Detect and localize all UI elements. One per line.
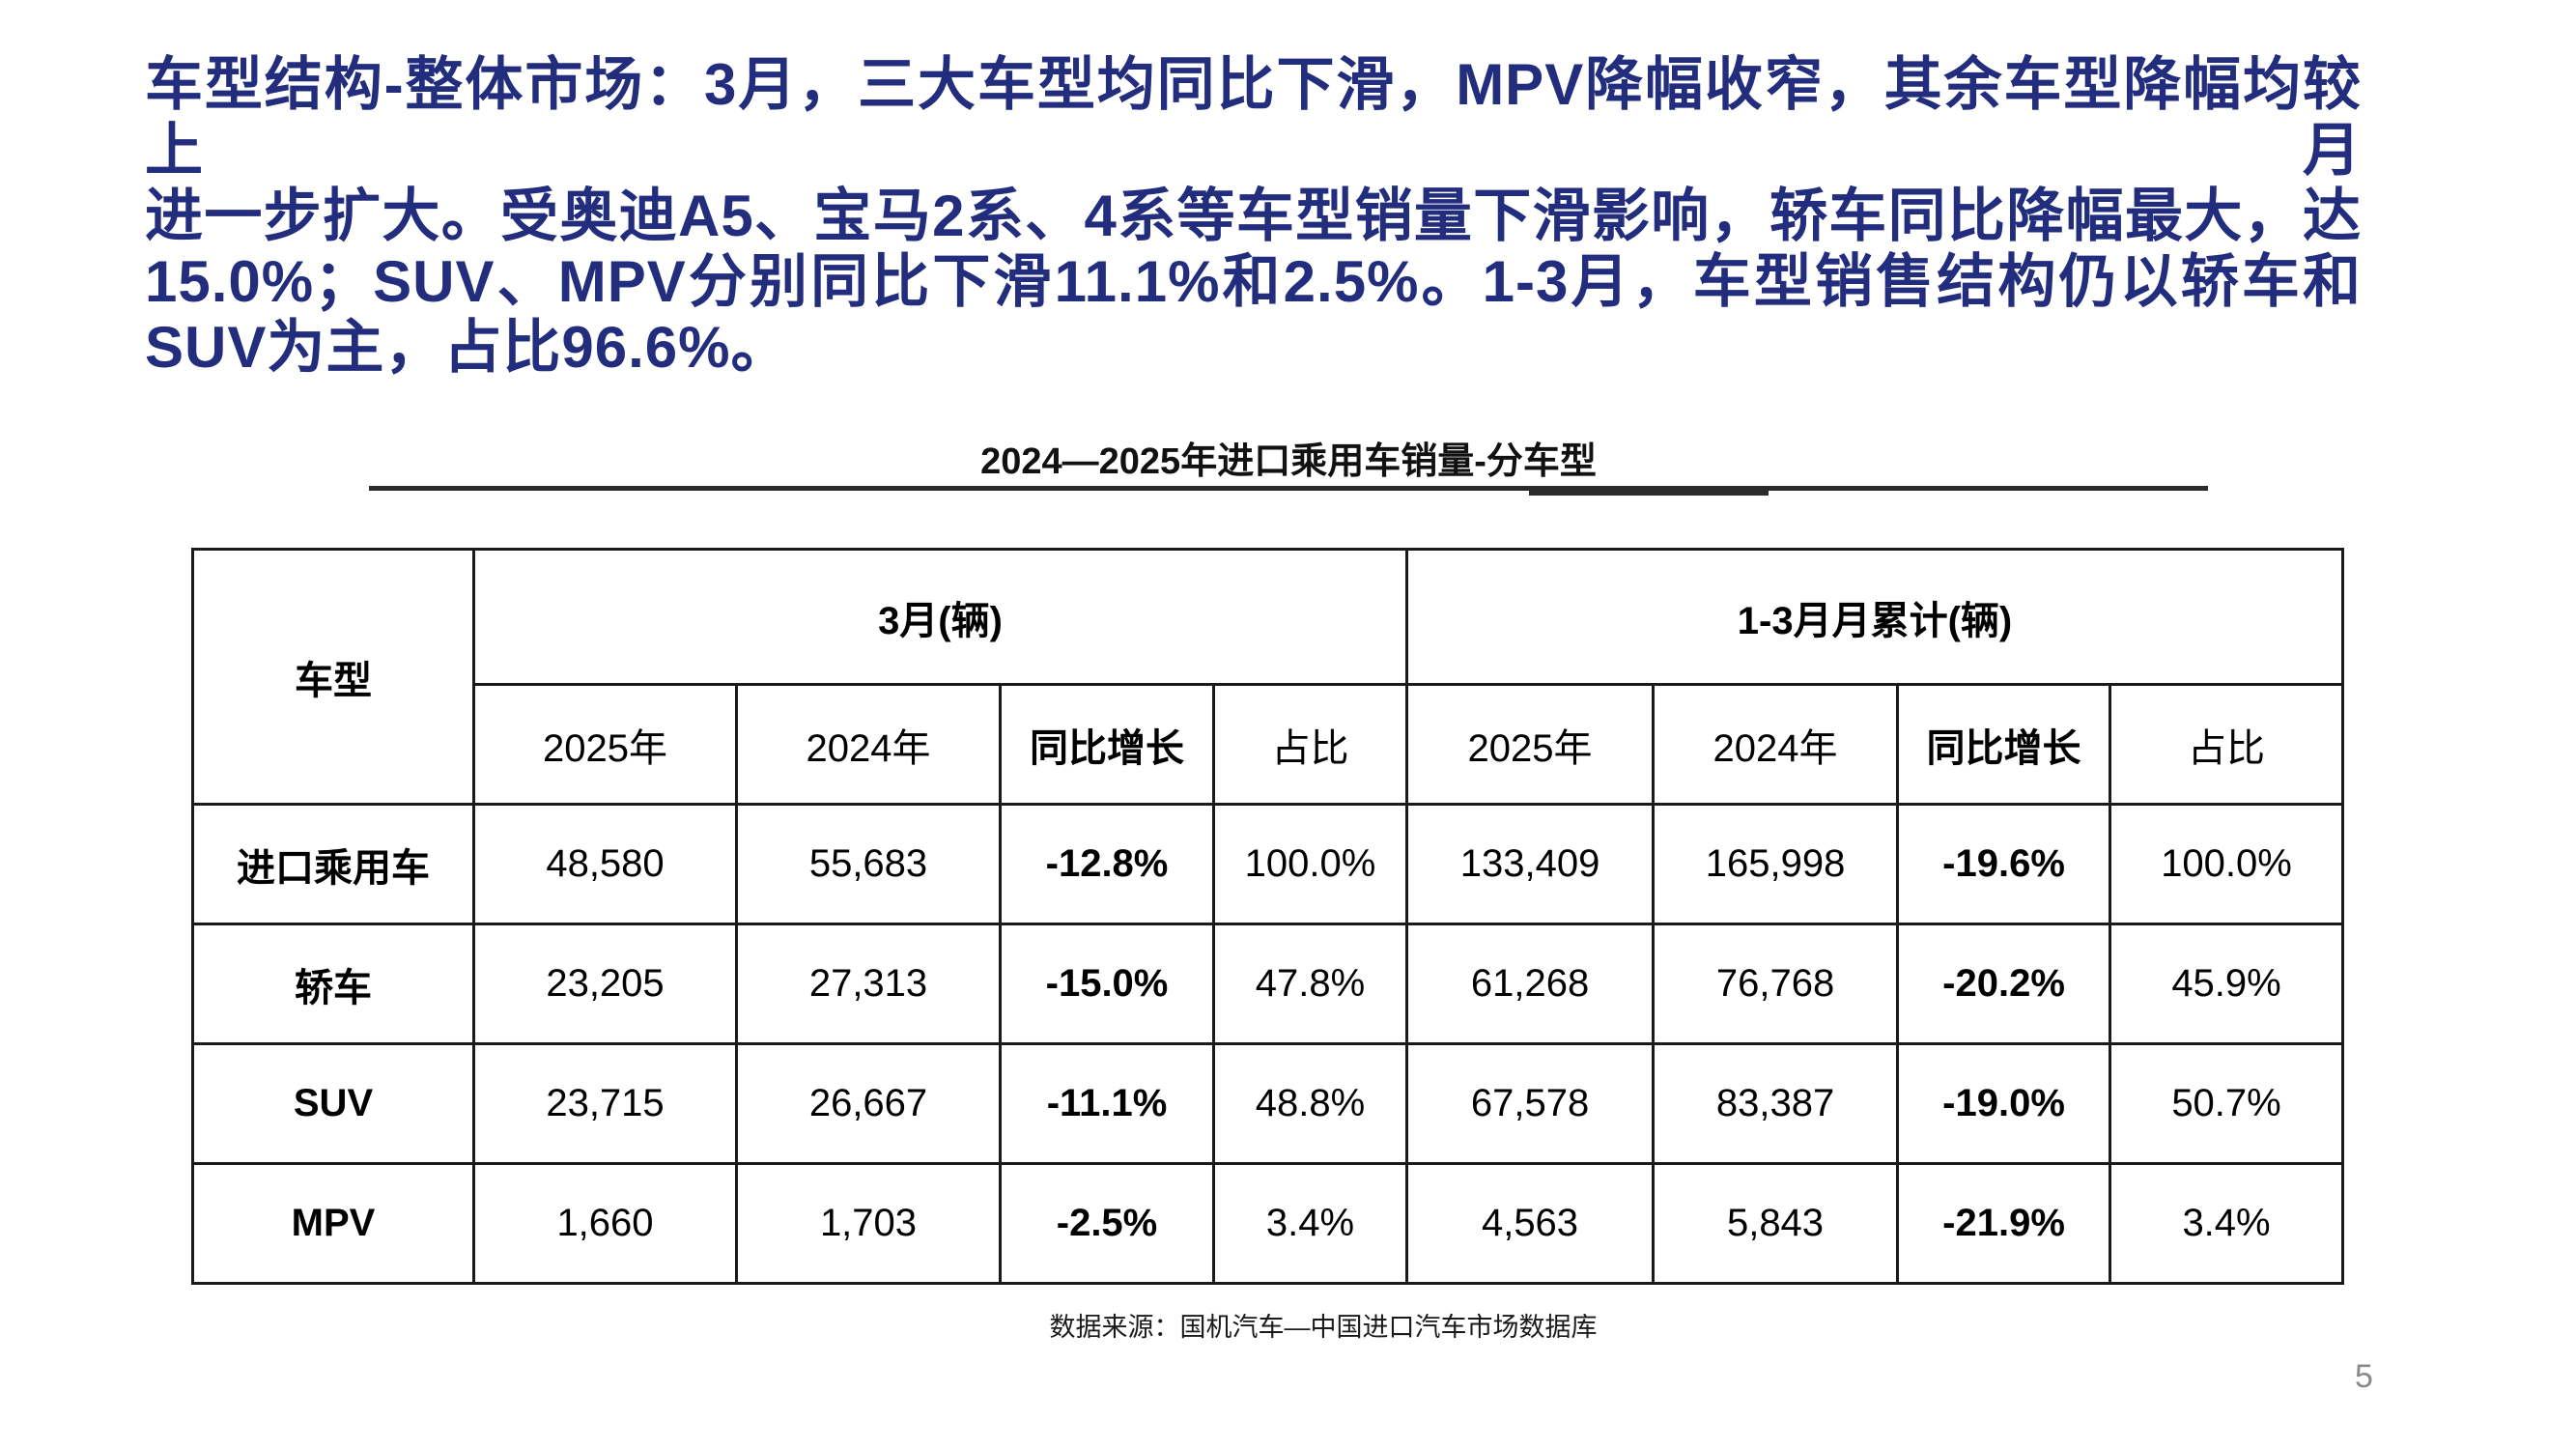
data-cell: 4,563 xyxy=(1405,1162,1656,1285)
data-cell: -19.0% xyxy=(1896,1042,2112,1165)
data-cell: -12.8% xyxy=(999,803,1215,925)
data-cell: -19.6% xyxy=(1896,803,2112,925)
data-cell: 5,843 xyxy=(1652,1162,1900,1285)
data-cell: 45.9% xyxy=(2109,923,2345,1045)
row-header-cell: 轿车 xyxy=(191,923,475,1045)
data-cell: 100.0% xyxy=(2109,803,2345,925)
group-header-cell: 3月(辆) xyxy=(471,548,1409,686)
data-cell: 23,715 xyxy=(472,1042,738,1165)
data-cell: -20.2% xyxy=(1896,923,2112,1045)
corner-header-cell: 车型 xyxy=(191,548,475,806)
data-cell: 67,578 xyxy=(1405,1042,1656,1165)
data-cell: 3.4% xyxy=(2109,1162,2345,1285)
sub-header-cell: 2025年 xyxy=(472,683,738,806)
table-row: 轿车 23,205 27,313 -15.0% 47.8% 61,268 76,… xyxy=(191,923,2345,1045)
source-note: 数据来源：国机汽车—中国进口汽车市场数据库 xyxy=(1049,1313,1598,1342)
sub-header-cell: 2025年 xyxy=(1405,683,1656,806)
data-cell: 3.4% xyxy=(1211,1162,1409,1285)
data-cell: 47.8% xyxy=(1211,923,1409,1045)
data-cell: -2.5% xyxy=(999,1162,1215,1285)
data-cell: 1,660 xyxy=(472,1162,738,1285)
group-header-cell: 1-3月月累计(辆) xyxy=(1405,548,2345,686)
data-cell: 48.8% xyxy=(1211,1042,1409,1165)
data-cell: 100.0% xyxy=(1211,803,1409,925)
sub-header-cell: 占比 xyxy=(1211,683,1409,806)
data-cell: 165,998 xyxy=(1652,803,1900,925)
row-header-cell: SUV xyxy=(191,1042,475,1165)
table-title: 2024—2025年进口乘用车销量-分车型 xyxy=(980,441,1597,482)
sub-header-cell: 同比增长 xyxy=(1896,683,2112,806)
headline-line: 进一步扩大。受奥迪A5、宝马2系、4系等车型销量下滑影响，轿车同比降幅最大，达 xyxy=(145,184,2362,248)
data-cell: -11.1% xyxy=(999,1042,1215,1165)
headline-line: 车型结构-整体市场：3月，三大车型均同比下滑，MPV降幅收窄，其余车型降幅均较上… xyxy=(145,52,2362,183)
headline-line: SUV为主，占比96.6%。 xyxy=(145,315,790,380)
table-row: MPV 1,660 1,703 -2.5% 3.4% 4,563 5,843 -… xyxy=(191,1162,2345,1285)
data-cell: 61,268 xyxy=(1405,923,1656,1045)
title-underline xyxy=(369,486,2208,496)
data-cell: -15.0% xyxy=(999,923,1215,1045)
sub-header-cell: 2024年 xyxy=(1652,683,1900,806)
data-cell: 48,580 xyxy=(472,803,738,925)
data-cell: 26,667 xyxy=(735,1042,1002,1165)
data-cell: 23,205 xyxy=(472,923,738,1045)
sub-header-cell: 2024年 xyxy=(735,683,1002,806)
table-row: 进口乘用车 48,580 55,683 -12.8% 100.0% 133,40… xyxy=(191,803,2345,925)
table-row: SUV 23,715 26,667 -11.1% 48.8% 67,578 83… xyxy=(191,1042,2345,1165)
data-cell: 50.7% xyxy=(2109,1042,2345,1165)
sub-header-cell: 占比 xyxy=(2109,683,2345,806)
data-cell: 55,683 xyxy=(735,803,1002,925)
headline-line: 15.0%；SUV、MPV分别同比下滑11.1%和2.5%。1-3月，车型销售结… xyxy=(145,249,2362,314)
page-number: 5 xyxy=(2355,1358,2373,1395)
underline-thick-segment xyxy=(1529,486,1769,496)
data-cell: -21.9% xyxy=(1896,1162,2112,1285)
data-cell: 83,387 xyxy=(1652,1042,1900,1165)
data-cell: 27,313 xyxy=(735,923,1002,1045)
sales-table: 车型 3月(辆) 1-3月月累计(辆) 2025年 2024年 同比增长 占比 … xyxy=(191,548,2345,1285)
data-cell: 76,768 xyxy=(1652,923,1900,1045)
sub-header-cell: 同比增长 xyxy=(999,683,1215,806)
headline: 车型结构-整体市场：3月，三大车型均同比下滑，MPV降幅收窄，其余车型降幅均较上… xyxy=(145,52,2362,381)
data-cell: 133,409 xyxy=(1405,803,1656,925)
row-header-cell: 进口乘用车 xyxy=(191,803,475,925)
row-header-cell: MPV xyxy=(191,1162,475,1285)
data-cell: 1,703 xyxy=(735,1162,1002,1285)
